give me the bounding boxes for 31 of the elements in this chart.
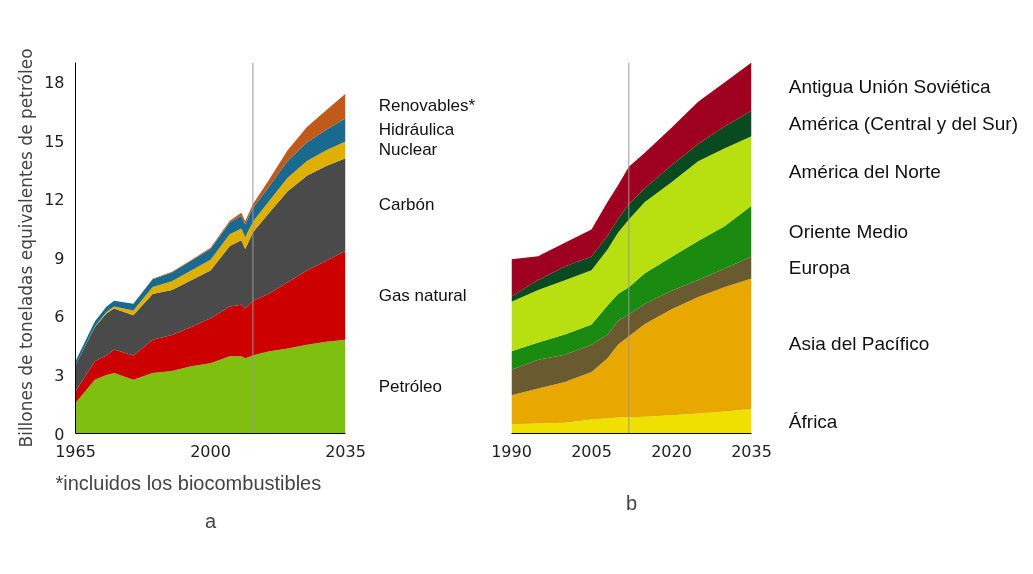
series-label: Gas natural [378, 285, 467, 305]
y-axis-title: Billones de toneladas equivalentes de petróleo [16, 48, 37, 448]
y-tick-label: 0 [54, 424, 65, 444]
text: *incluidos los biocombustibles [55, 471, 322, 494]
x-tick-label: 2035 [731, 441, 772, 461]
series-label: Asia del Pacífico [788, 333, 930, 355]
series-label: Renovables* [378, 96, 476, 116]
y-tick-label: 18 [44, 73, 65, 93]
series-label: África [788, 410, 838, 432]
text: a [204, 509, 217, 532]
x-tick-label: 2020 [651, 441, 692, 461]
x-tick-label: 1990 [491, 441, 532, 461]
x-tick-label: 2035 [325, 441, 366, 461]
x-tick-label: 2005 [571, 441, 612, 461]
y-tick-label: 3 [54, 365, 65, 385]
series-label: Nuclear [378, 140, 438, 160]
series-label: Europa [788, 256, 851, 278]
series-label: Oriente Medio [788, 220, 909, 242]
y-tick-label: 6 [54, 307, 65, 327]
y-tick-label: 9 [54, 248, 65, 268]
x-tick-label: 1965 [55, 441, 96, 461]
series-label: Hidráulica [378, 120, 455, 140]
y-tick-label: 12 [44, 190, 65, 210]
text: b [625, 491, 638, 514]
y-tick-label: 15 [44, 131, 65, 151]
series-label: Antigua Unión Soviética [788, 76, 992, 98]
series-label: América del Norte [788, 160, 941, 182]
series-label: Petróleo [378, 377, 443, 397]
series-label: Carbón [378, 195, 435, 215]
x-tick-label: 2000 [190, 441, 231, 461]
series-label: América (Central y del Sur) [788, 113, 1018, 135]
